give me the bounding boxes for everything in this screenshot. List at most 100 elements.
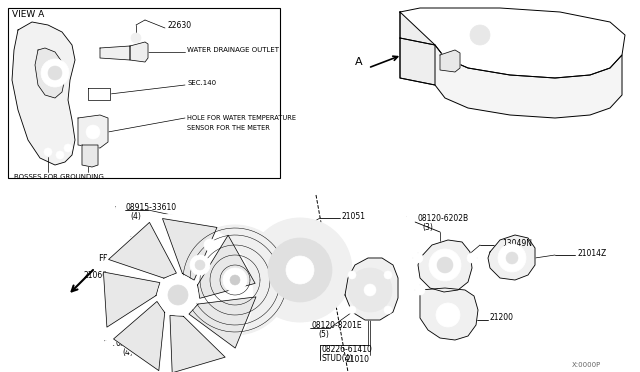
Text: 08156-61628: 08156-61628 bbox=[115, 339, 166, 347]
Text: 21060: 21060 bbox=[84, 272, 108, 280]
Polygon shape bbox=[418, 240, 472, 292]
Circle shape bbox=[115, 205, 125, 215]
Polygon shape bbox=[163, 219, 217, 280]
Circle shape bbox=[429, 249, 461, 281]
Text: 08120-8201E: 08120-8201E bbox=[312, 321, 363, 330]
Polygon shape bbox=[198, 235, 255, 298]
Text: A: A bbox=[355, 57, 363, 67]
Circle shape bbox=[190, 255, 210, 275]
Text: (4): (4) bbox=[130, 212, 141, 221]
Circle shape bbox=[90, 91, 96, 97]
Polygon shape bbox=[113, 301, 164, 371]
Circle shape bbox=[300, 323, 310, 333]
Circle shape bbox=[470, 25, 490, 45]
Circle shape bbox=[86, 125, 100, 139]
Text: STUD(4): STUD(4) bbox=[322, 355, 354, 363]
Circle shape bbox=[436, 303, 460, 327]
Text: i: i bbox=[301, 324, 303, 328]
Circle shape bbox=[506, 252, 518, 264]
Polygon shape bbox=[88, 88, 110, 100]
Polygon shape bbox=[100, 46, 130, 60]
Text: 21082: 21082 bbox=[196, 328, 220, 337]
Circle shape bbox=[348, 268, 392, 312]
Circle shape bbox=[248, 218, 352, 322]
Circle shape bbox=[567, 24, 583, 40]
Text: SEC.140: SEC.140 bbox=[187, 80, 216, 86]
Circle shape bbox=[384, 271, 392, 279]
Circle shape bbox=[103, 220, 253, 370]
Text: HOLE FOR WATER TEMPERATURE: HOLE FOR WATER TEMPERATURE bbox=[187, 115, 296, 121]
Polygon shape bbox=[400, 38, 622, 118]
Circle shape bbox=[589, 22, 601, 34]
Polygon shape bbox=[488, 235, 535, 280]
Circle shape bbox=[180, 225, 290, 335]
Circle shape bbox=[44, 148, 52, 156]
Polygon shape bbox=[12, 22, 75, 165]
Text: B: B bbox=[405, 215, 409, 221]
Circle shape bbox=[102, 91, 108, 97]
Circle shape bbox=[437, 257, 453, 273]
Text: 22630: 22630 bbox=[167, 20, 191, 29]
Circle shape bbox=[498, 244, 526, 272]
Polygon shape bbox=[400, 12, 435, 85]
Circle shape bbox=[195, 260, 205, 270]
Circle shape bbox=[286, 256, 314, 284]
Circle shape bbox=[97, 214, 259, 372]
Polygon shape bbox=[400, 8, 625, 78]
Circle shape bbox=[168, 285, 188, 305]
Polygon shape bbox=[440, 50, 460, 72]
Polygon shape bbox=[189, 297, 256, 348]
Polygon shape bbox=[78, 115, 108, 148]
Bar bbox=[8, 8, 280, 178]
Circle shape bbox=[462, 17, 498, 53]
Circle shape bbox=[348, 271, 356, 279]
Circle shape bbox=[230, 275, 240, 285]
Text: 08226-61410: 08226-61410 bbox=[322, 346, 373, 355]
Circle shape bbox=[415, 285, 425, 295]
Text: X:0000P: X:0000P bbox=[572, 362, 601, 368]
Polygon shape bbox=[345, 258, 398, 320]
Text: (5): (5) bbox=[318, 330, 329, 340]
Circle shape bbox=[103, 340, 113, 350]
Text: (4): (4) bbox=[122, 347, 133, 356]
Circle shape bbox=[348, 306, 356, 314]
Text: BOSSES FOR GROUNDING: BOSSES FOR GROUNDING bbox=[14, 174, 104, 180]
Polygon shape bbox=[170, 315, 225, 372]
Circle shape bbox=[64, 144, 72, 152]
Circle shape bbox=[48, 66, 62, 80]
Circle shape bbox=[413, 253, 423, 263]
Text: 13049N: 13049N bbox=[502, 238, 532, 247]
Polygon shape bbox=[35, 48, 65, 98]
Text: 08120-6202B: 08120-6202B bbox=[417, 214, 468, 222]
Text: 21082C: 21082C bbox=[130, 235, 159, 244]
Polygon shape bbox=[82, 145, 98, 167]
Circle shape bbox=[56, 151, 64, 159]
Circle shape bbox=[405, 215, 415, 225]
Polygon shape bbox=[420, 288, 478, 340]
Text: 21200: 21200 bbox=[490, 314, 514, 323]
Text: B: B bbox=[103, 340, 107, 346]
Text: SENSOR FOR THE METER: SENSOR FOR THE METER bbox=[187, 125, 270, 131]
Text: 08915-33610: 08915-33610 bbox=[126, 202, 177, 212]
Text: VIEW A: VIEW A bbox=[12, 10, 44, 19]
Text: 21010: 21010 bbox=[345, 356, 369, 365]
Polygon shape bbox=[130, 42, 148, 62]
Circle shape bbox=[223, 268, 247, 292]
Text: 21014Z: 21014Z bbox=[577, 248, 606, 257]
Circle shape bbox=[384, 306, 392, 314]
Text: W: W bbox=[115, 205, 120, 211]
Circle shape bbox=[131, 33, 141, 43]
Polygon shape bbox=[104, 272, 160, 327]
Text: (3): (3) bbox=[422, 222, 433, 231]
Circle shape bbox=[467, 253, 477, 263]
Circle shape bbox=[41, 59, 69, 87]
Circle shape bbox=[364, 284, 376, 296]
Text: 21051: 21051 bbox=[342, 212, 366, 221]
Text: FRONT: FRONT bbox=[98, 254, 127, 263]
Polygon shape bbox=[109, 222, 177, 278]
Circle shape bbox=[268, 238, 332, 302]
Circle shape bbox=[158, 275, 198, 315]
Text: WATER DRAINAGE OUTLET: WATER DRAINAGE OUTLET bbox=[187, 47, 279, 53]
Circle shape bbox=[518, 18, 542, 42]
Circle shape bbox=[204, 239, 216, 251]
